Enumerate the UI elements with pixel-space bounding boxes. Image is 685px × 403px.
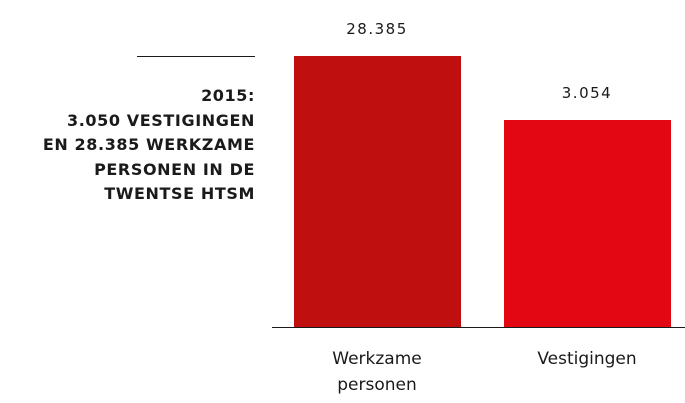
- x-tick-label: Vestigingen: [537, 349, 637, 369]
- title-line: PERSONEN IN DE: [94, 159, 255, 179]
- title-line: 2015:: [201, 86, 255, 105]
- bar: [293, 56, 461, 327]
- title-line: 3.050 VESTIGINGEN: [66, 110, 255, 130]
- title-rule: [137, 56, 255, 57]
- chart-title: 2015: 3.050 VESTIGINGEN EN 28.385 WERKZAME…: [0, 84, 255, 207]
- value-label: 3.054: [561, 84, 613, 103]
- title-line: TWENTSE HTSM: [104, 184, 255, 204]
- x-axis-line: [272, 327, 685, 328]
- title-line: EN 28.385 WERKZAME: [42, 135, 255, 155]
- bar: [503, 120, 671, 327]
- x-tick-label: Werkzame personen: [332, 349, 422, 395]
- value-label: 28.385: [346, 20, 408, 39]
